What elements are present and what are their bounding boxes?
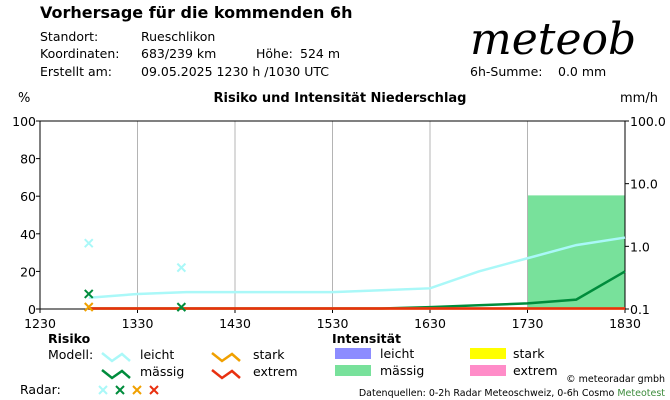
legend-intensity-swatch (335, 365, 371, 376)
sum-label: 6h-Summe: (470, 64, 543, 79)
legend-risk-title: Risiko (48, 331, 91, 346)
data-sources: Datenquellen: 0-2h Radar Meteoschweiz, 0… (359, 388, 665, 399)
y-right-tick-label: 0.1 (630, 302, 650, 317)
legend-radar-cross (98, 385, 108, 395)
series-line-leicht (88, 236, 626, 299)
legend-intensity-label: stark (513, 346, 545, 361)
radar-point (176, 262, 187, 273)
legend-risk-label: extrem (253, 364, 298, 379)
y-left-tick-label: 0 (28, 302, 36, 317)
y-left-tick-label: 60 (20, 189, 36, 204)
legend-intensity-title: Intensität (332, 331, 401, 346)
page-title: Vorhersage für die kommenden 6h (40, 3, 352, 22)
x-tick-label: 1830 (609, 316, 641, 331)
radar-point (176, 302, 187, 312)
radar-point (84, 302, 94, 312)
intensity-bar-0 (527, 195, 625, 309)
legend-intensity-swatch (470, 365, 506, 376)
legend-risk-label: stark (253, 347, 285, 362)
legend-intensity-swatch (335, 348, 371, 359)
copyright: © meteoradar gmbh (566, 374, 665, 385)
legend-radar-label: Radar: (20, 382, 61, 397)
legend-intensity-label: mässig (380, 363, 424, 378)
y-right-tick-label: 10.0 (630, 177, 658, 192)
height-label: Höhe: (256, 46, 293, 61)
legend-radar-cross (115, 385, 125, 395)
coords-value: 683/239 km (141, 46, 216, 61)
legend-radar-cross (132, 385, 142, 395)
meteob-logo: meteob (470, 14, 636, 65)
x-tick-label: 1330 (122, 316, 154, 331)
y-right-label: mm/h (620, 91, 658, 106)
legend-risk-swatch (211, 352, 241, 363)
x-tick-label: 1730 (512, 316, 544, 331)
legend-model-label: Modell: (48, 347, 93, 362)
radar-point (84, 289, 94, 299)
data-sources-brand: Meteotest (617, 388, 665, 399)
y-left-tick-label: 80 (20, 152, 36, 167)
legend-risk-swatch (101, 352, 131, 363)
x-tick-label: 1230 (24, 316, 56, 331)
location-value: Rueschlikon (141, 29, 215, 44)
legend-intensity-label: leicht (380, 346, 414, 361)
created-label: Erstellt am: (40, 64, 112, 79)
sum-value: 0.0 mm (558, 64, 606, 79)
y-right-tick-label: 1.0 (630, 239, 650, 254)
height-value: 524 m (300, 46, 340, 61)
x-tick-label: 1630 (414, 316, 446, 331)
data-sources-prefix: Datenquellen: 0-2h Radar Meteoschweiz, 0… (359, 388, 617, 399)
y-left-tick-label: 100 (12, 114, 36, 129)
radar-point (84, 238, 94, 248)
y-left-label: % (18, 91, 30, 106)
y-left-tick-label: 40 (20, 227, 36, 242)
y-left-tick-label: 20 (20, 264, 36, 279)
legend-intensity-label: extrem (513, 363, 558, 378)
x-tick-label: 1530 (317, 316, 349, 331)
legend-intensity-swatch (470, 348, 506, 359)
created-value: 09.05.2025 1230 h /1030 UTC (141, 64, 329, 79)
legend-risk-label: mässig (140, 364, 184, 379)
legend-risk-swatch (211, 369, 241, 380)
x-tick-label: 1430 (219, 316, 251, 331)
y-right-tick-label: 100.0 (630, 114, 666, 129)
legend-radar-cross (149, 385, 159, 395)
legend-risk-swatch (101, 369, 131, 380)
chart-title: Risiko und Intensität Niederschlag (214, 91, 467, 106)
location-label: Standort: (40, 29, 98, 44)
legend-risk-label: leicht (140, 347, 174, 362)
coords-label: Koordinaten: (40, 46, 120, 61)
